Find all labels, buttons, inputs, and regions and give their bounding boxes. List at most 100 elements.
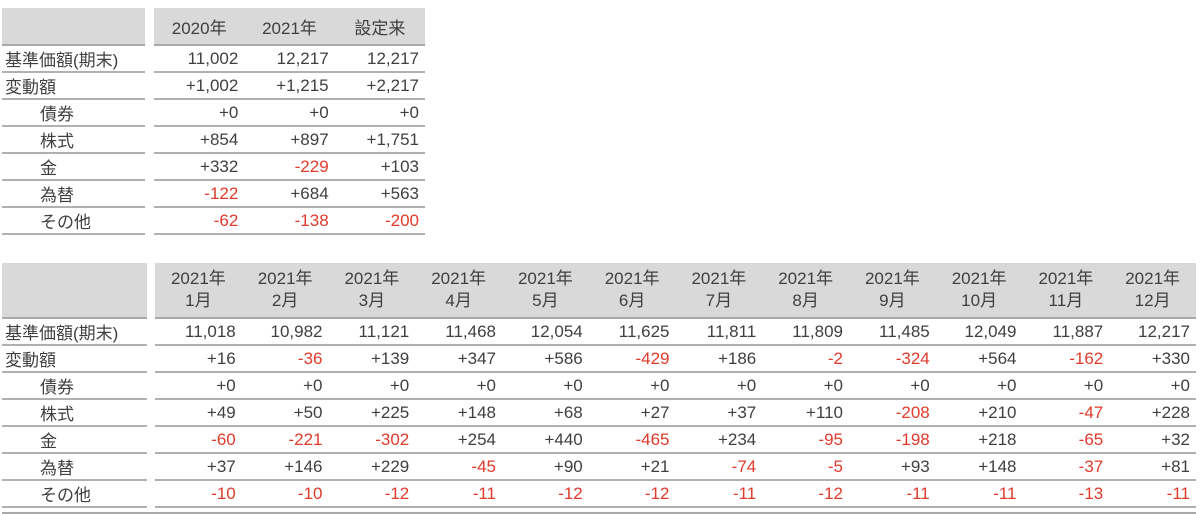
value-cell: +2,217	[334, 72, 425, 100]
value-cell: +93	[849, 453, 936, 481]
value-cell: -5	[762, 453, 849, 481]
column-gap	[147, 453, 155, 480]
month-column-header: 2021年 6月	[588, 263, 676, 319]
row-label: その他	[2, 207, 145, 235]
value-cell: -198	[849, 426, 936, 454]
header-month: 6月	[618, 291, 646, 310]
year-column-header: 2020年	[154, 8, 245, 46]
value-cell: 11,485	[849, 318, 936, 346]
header-row: 2020年 2021年 設定来	[2, 8, 425, 46]
value-cell: +218	[935, 426, 1023, 454]
header-month: 3月	[358, 291, 386, 310]
value-cell: +21	[588, 453, 676, 481]
header-year: 2021年	[604, 268, 660, 288]
value-cell: +146	[241, 453, 329, 481]
value-cell: 11,018	[155, 318, 242, 346]
annual-table-body: 基準価額(期末) 11,002 12,217 12,217 変動額 +1,002 +1,21…	[2, 45, 425, 235]
value-cell: -74	[675, 453, 763, 481]
header-gap	[147, 263, 155, 318]
table-row: 株式 +854 +897 +1,751	[2, 126, 425, 154]
value-cell: -138	[244, 207, 335, 235]
month-column-header: 2021年 8月	[762, 263, 849, 319]
header-year: 2021年	[344, 268, 400, 288]
value-cell: +32	[1109, 426, 1196, 454]
monthly-attribution-section: 2021年 1月 2021年 2月 2021年 3月 2021年 4月 2021年 5月 2021年…	[2, 263, 1196, 514]
header-month: 5月	[532, 291, 559, 310]
value-cell: +0	[155, 372, 242, 400]
table-row: 基準価額(期末) 11,018 10,982 11,121 11,468 12,054 11…	[2, 318, 1196, 346]
header-year: 2021年	[517, 268, 573, 288]
value-cell: +37	[155, 453, 242, 481]
value-cell: 11,121	[328, 318, 416, 346]
value-cell: +0	[334, 99, 425, 127]
value-cell: -302	[328, 426, 416, 454]
value-cell: +228	[1109, 399, 1196, 427]
value-cell: -10	[155, 480, 242, 508]
header-year: 2021年	[170, 268, 226, 288]
value-cell: -10	[241, 480, 329, 508]
table-row: 基準価額(期末) 11,002 12,217 12,217	[2, 45, 425, 73]
value-cell: +0	[762, 372, 849, 400]
value-cell: 12,054	[502, 318, 589, 346]
value-cell: -11	[675, 480, 763, 508]
table-row: 変動額 +16 -36 +139 +347 +586 -429 +186 -2 -324 +564-…	[2, 345, 1196, 373]
value-cell: 11,625	[588, 318, 676, 346]
value-cell: +332	[154, 153, 245, 181]
month-column-header: 2021年 11月	[1022, 263, 1110, 319]
header-month: 12月	[1134, 291, 1171, 310]
value-cell: -45	[415, 453, 502, 481]
monthly-table-body: 基準価額(期末) 11,018 10,982 11,121 11,468 12,054 11…	[2, 318, 1196, 508]
column-gap	[145, 180, 154, 207]
value-cell: -465	[588, 426, 676, 454]
annual-table-head: 2020年 2021年 設定来	[2, 8, 425, 46]
value-cell: +0	[849, 372, 936, 400]
column-gap	[145, 72, 154, 99]
header-year: 2021年	[257, 268, 313, 288]
header-month: 8月	[792, 291, 819, 310]
value-cell: +225	[328, 399, 416, 427]
value-cell: -62	[154, 207, 245, 235]
value-cell: -65	[1022, 426, 1110, 454]
table-row: その他 -62 -138 -200	[2, 207, 425, 235]
header-year: 2021年	[431, 268, 487, 288]
value-cell: -122	[154, 180, 245, 208]
header-month: 9月	[879, 291, 906, 310]
value-cell: 10,982	[241, 318, 329, 346]
table-row: 債券 +0 +0 +0 +0 +0 +0 +0 +0 +0 +0 +0 +0	[2, 372, 1196, 400]
value-cell: -47	[1022, 399, 1110, 427]
header-row: 2021年 1月 2021年 2月 2021年 3月 2021年 4月 2021年 5月 2021年…	[2, 263, 1196, 319]
value-cell: +586	[502, 345, 589, 373]
value-cell: +0	[244, 99, 335, 127]
value-cell: +37	[675, 399, 763, 427]
header-label-spacer	[2, 263, 147, 319]
value-cell: -12	[502, 480, 589, 508]
monthly-attribution-table: 2021年 1月 2021年 2月 2021年 3月 2021年 4月 2021年 5月 2021年…	[2, 263, 1196, 508]
row-label: 債券	[2, 372, 147, 400]
value-cell: +68	[502, 399, 589, 427]
value-cell: +49	[155, 399, 242, 427]
value-cell: +81	[1109, 453, 1196, 481]
value-cell: -36	[241, 345, 329, 373]
value-cell: +0	[328, 372, 416, 400]
value-cell: 12,217	[334, 45, 425, 73]
header-label-spacer	[2, 8, 145, 46]
value-cell: -60	[155, 426, 242, 454]
value-cell: +254	[415, 426, 502, 454]
value-cell: +564	[935, 345, 1023, 373]
value-cell: +854	[154, 126, 245, 154]
row-label: 債券	[2, 99, 145, 127]
monthly-table-head: 2021年 1月 2021年 2月 2021年 3月 2021年 4月 2021年 5月 2021年…	[2, 263, 1196, 319]
column-gap	[147, 345, 155, 372]
value-cell: 12,217	[1109, 318, 1196, 346]
row-label: 変動額	[2, 72, 145, 100]
value-cell: -229	[244, 153, 335, 181]
annual-attribution-section: 2020年 2021年 設定来 基準価額(期末) 11,002 12,217 12,217…	[2, 8, 425, 235]
header-year: 2021年	[1125, 268, 1181, 288]
column-gap	[145, 126, 154, 153]
annual-attribution-table: 2020年 2021年 設定来 基準価額(期末) 11,002 12,217 12,217…	[2, 8, 425, 235]
value-cell: +0	[502, 372, 589, 400]
column-gap	[147, 426, 155, 453]
value-cell: 12,049	[935, 318, 1023, 346]
column-gap	[145, 99, 154, 126]
